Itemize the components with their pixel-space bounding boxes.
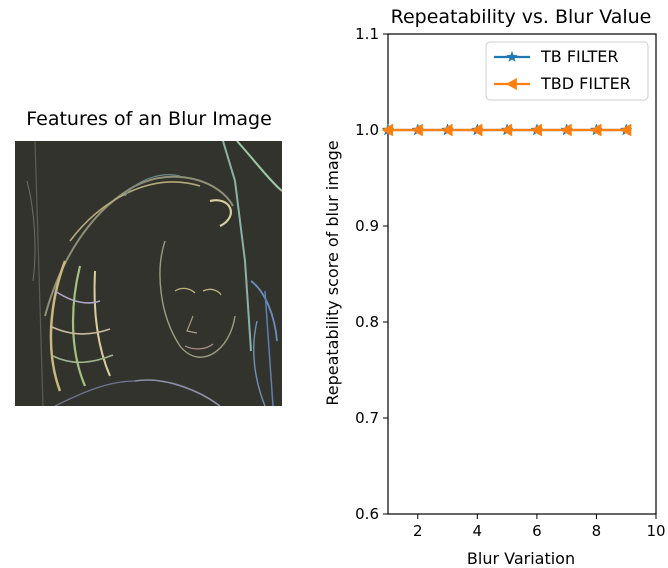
y-axis-label: Repeatability score of blur image: [323, 140, 342, 405]
chart-title: Repeatability vs. Blur Value: [391, 6, 652, 28]
series-2-point: [560, 123, 572, 137]
legend-label-2: TBD FILTER: [540, 74, 631, 93]
y-tick-label: 0.8: [355, 313, 379, 331]
legend-label-1: TB FILTER: [540, 47, 618, 66]
x-tick-label: 4: [473, 522, 483, 540]
y-tick-label: 0.6: [355, 505, 379, 523]
image-title: Features of an Blur Image: [26, 108, 272, 130]
x-tick-label: 6: [532, 522, 542, 540]
edge-feature-picture: [15, 141, 282, 406]
x-tick-label: 2: [413, 522, 423, 540]
legend-marker-triangle: [506, 78, 517, 90]
series-2-point: [589, 123, 602, 137]
plot-frame: [387, 33, 657, 515]
series-2-point: [381, 123, 394, 137]
legend-marker-star: [506, 51, 518, 62]
y-tick-label: 0.7: [355, 409, 379, 427]
y-tick-label: 0.9: [355, 217, 379, 235]
series-2-point: [470, 123, 483, 137]
y-tick-label: 1.0: [355, 121, 379, 139]
x-tick-label: 10: [646, 522, 665, 540]
x-axis-label: Blur Variation: [467, 549, 575, 568]
x-tick-label: 8: [592, 522, 602, 540]
series-2-point: [441, 123, 453, 137]
series-2-point: [530, 123, 542, 137]
series-2-point: [619, 123, 632, 137]
y-tick-label: 1.1: [355, 25, 379, 43]
series-2-point: [500, 123, 513, 137]
series-2-point: [411, 123, 423, 137]
blur-feature-image: [15, 141, 282, 406]
